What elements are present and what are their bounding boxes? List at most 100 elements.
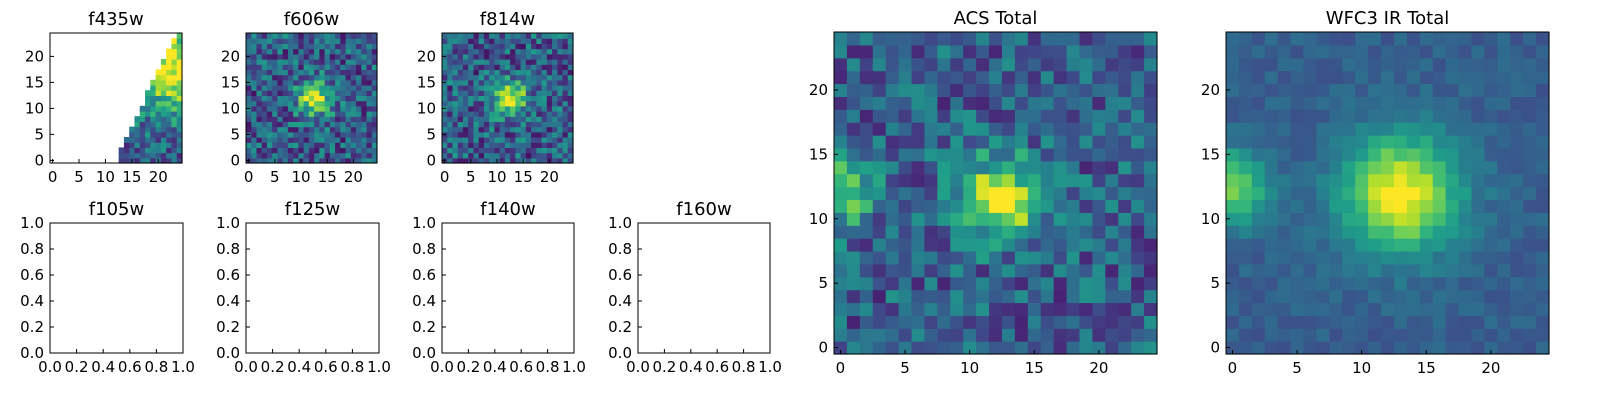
panel-wfc3-ir-total-cell [1251, 212, 1266, 226]
panel-f606w-cell [256, 90, 263, 96]
panel-f814w-cell [483, 105, 490, 112]
panel-acs-total-cell [859, 289, 874, 304]
panel-f606w-cell [256, 48, 263, 55]
panel-acs-total-cell [924, 302, 938, 316]
panel-f435w-cell [145, 121, 151, 128]
panel-f814w-cell [473, 85, 480, 91]
panel-f814w-cell [478, 116, 485, 122]
panel-acs-total-cell [1053, 315, 1068, 329]
panel-wfc3-ir-total-cell [1523, 225, 1537, 239]
panel-acs-total-cell [872, 44, 887, 59]
panel-f606w-ytick-label: 20 [221, 47, 240, 65]
panel-f814w-cell [531, 147, 537, 154]
panel-wfc3-ir-total-cell [1238, 109, 1253, 123]
panel-f814w-cell [489, 95, 495, 102]
panel-f814w-cell [494, 126, 501, 133]
panel-wfc3-ir-total-cell [1264, 250, 1279, 265]
panel-wfc3-ir-total-cell [1251, 186, 1266, 201]
panel-f814w-cell [447, 100, 454, 107]
panel-f814w-cell [504, 142, 511, 148]
panel-acs-total-cell [1118, 135, 1132, 149]
panel-wfc3-ir-total-cell [1458, 289, 1473, 304]
panel-f606w-cell [366, 157, 373, 164]
panel-f606w-cell [246, 85, 252, 91]
panel-f606w-cell [340, 121, 347, 128]
panel-f814w-cell [546, 100, 553, 107]
panel-f606w-cell [303, 121, 310, 128]
panel-acs-total-cell [1014, 70, 1029, 85]
panel-wfc3-ir-total-cell [1458, 83, 1473, 97]
panel-wfc3-ir-total-cell [1355, 212, 1369, 226]
panel-f606w-cell [266, 38, 273, 44]
panel-f606w-cell [366, 90, 373, 96]
panel-wfc3-ir-total-cell [1471, 32, 1485, 46]
panel-f606w-cell [350, 43, 357, 50]
panel-f435w-cell [123, 137, 130, 143]
panel-f814w-cell [462, 33, 469, 39]
panel-f105w-xtick-label: 0.2 [65, 358, 89, 376]
panel-wfc3-ir-total-cell [1251, 96, 1266, 110]
panel-wfc3-ir-total-cell [1381, 32, 1395, 46]
panel-acs-total-cell [963, 238, 977, 252]
panel-acs-total-cell [834, 289, 848, 304]
panel-wfc3-ir-total-cell [1290, 173, 1305, 188]
panel-wfc3-ir-total-cell [1471, 212, 1485, 226]
panel-f606w-cell [287, 126, 294, 133]
panel-acs-total-cell [1001, 302, 1016, 316]
panel-acs-total-cell [846, 212, 861, 226]
panel-f606w-cell [314, 74, 320, 81]
panel-acs-total-cell [885, 315, 900, 329]
panel-f814w-cell [552, 59, 558, 65]
panel-f606w-ytick-label: 5 [230, 125, 240, 143]
panel-wfc3-ir-total-cell [1510, 173, 1524, 188]
panel-wfc3-ir-total-cell [1484, 289, 1498, 304]
panel-f606w-xtick-label: 5 [270, 168, 280, 186]
panel-f435w-cell [145, 147, 151, 154]
panel-wfc3-ir-total-cell [1329, 160, 1343, 175]
panel-f814w-cell [557, 142, 564, 148]
panel-wfc3-ir-total-cell [1290, 109, 1305, 123]
panel-wfc3-ir-total-cell [1290, 135, 1305, 149]
panel-f606w-cell [261, 53, 268, 60]
panel-wfc3-ir-total-cell [1523, 238, 1537, 252]
panel-wfc3-ir-total-cell [1458, 212, 1473, 226]
panel-f606w-cell [371, 131, 378, 138]
panel-wfc3-ir-total-cell [1471, 160, 1485, 175]
panel-f814w-cell [462, 131, 469, 138]
panel-f814w-cell [447, 90, 454, 96]
panel-acs-total-cell [989, 225, 1003, 239]
panel-acs-total-cell [872, 70, 887, 85]
panel-f814w-cell [494, 116, 501, 122]
panel-f125w-yticks: 0.00.20.40.60.81.0 [216, 214, 250, 362]
panel-f814w-cell [562, 131, 569, 138]
panel-acs-total-cell [1131, 341, 1145, 355]
panel-f435w-xtick-label: 10 [96, 168, 115, 186]
panel-f814w-cell [442, 69, 448, 76]
panel-acs-total-cell [885, 250, 900, 265]
panel-acs-total-cell [872, 276, 887, 291]
panel-f814w-cell [447, 137, 454, 143]
panel-f606w-cell [287, 111, 294, 117]
panel-wfc3-ir-total-cell [1458, 109, 1473, 123]
panel-f606w-cell [361, 79, 368, 86]
panel-f814w-cell [567, 48, 574, 55]
panel-wfc3-ir-total-cell [1497, 70, 1511, 85]
panel-wfc3-ir-total-cell [1432, 147, 1447, 162]
panel-f814w-cell [567, 126, 574, 133]
panel-f435w-cell [160, 137, 167, 143]
panel-f606w-cell [277, 38, 284, 44]
panel-f606w-cell [298, 79, 305, 86]
panel-f606w-cell [303, 142, 310, 148]
panel-f435w-cell [176, 131, 183, 138]
panel-acs-total-cell [924, 147, 938, 162]
panel-f814w-cell [562, 79, 569, 86]
panel-f814w-cell [452, 33, 459, 39]
panel-wfc3-ir-total-cell [1238, 212, 1253, 226]
panel-acs-total-cell [1027, 341, 1042, 355]
panel-wfc3-ir-total-cell [1368, 263, 1382, 278]
panel-acs-total-cell [859, 238, 874, 252]
panel-acs-total-cell [963, 289, 977, 304]
panel-f606w-cell [361, 131, 368, 138]
panel-acs-total-cell [898, 225, 913, 239]
panel-f435w-cell [176, 38, 183, 44]
